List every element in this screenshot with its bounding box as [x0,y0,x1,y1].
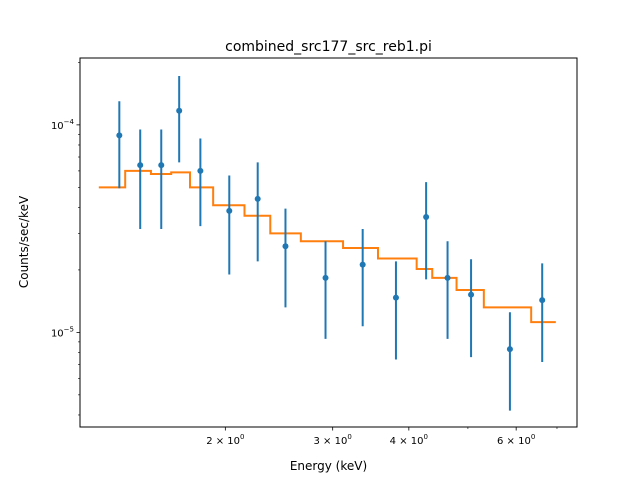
y-tick-label: 10−4 [51,118,75,132]
plot-data-layer [98,75,556,411]
data-point [158,162,165,169]
data-point [254,195,261,202]
plot-frame [79,57,578,428]
data-point [468,291,475,298]
data-point [137,162,144,169]
x-tick-label: 2 × 100 [206,433,244,447]
x-tick-label: 6 × 100 [497,433,535,447]
x-tick-label: 4 × 100 [390,433,428,447]
axes-layer: 2 × 100 3 × 100 4 × 100 6 × 100 10−5 10−4 [51,57,578,447]
model-step-line [98,169,556,324]
chart-title: combined_src177_src_reb1.pi [225,39,432,55]
data-point [282,243,289,250]
data-point [322,274,329,281]
y-axis-label: Counts/sec/keV [17,195,31,288]
data-point [226,207,233,214]
x-axis-label: Energy (keV) [290,459,367,473]
data-point [444,274,451,281]
data-point [176,107,183,114]
data-point [197,167,204,174]
data-point [392,294,399,301]
data-point [423,213,430,220]
x-tick-label: 3 × 100 [314,433,352,447]
data-point [506,346,513,353]
y-tick-label: 10−5 [51,325,74,339]
data-point [539,297,546,304]
data-point [116,132,123,139]
data-point [359,261,366,268]
